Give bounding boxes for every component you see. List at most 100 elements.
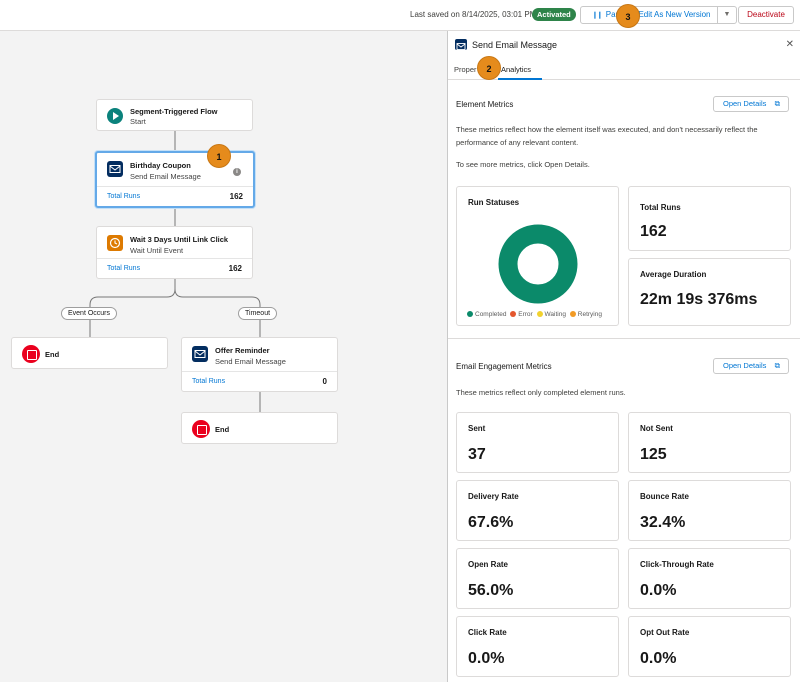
end-node-left[interactable]: End xyxy=(11,337,168,369)
card-title: Not Sent xyxy=(640,424,673,433)
open-details-button[interactable]: Open Details ⧉ xyxy=(713,358,789,374)
node-footer: Total Runs 0 xyxy=(182,371,337,391)
panel-title: Send Email Message xyxy=(472,40,558,50)
flow-canvas[interactable]: Segment-Triggered Flow Start Birthday Co… xyxy=(0,31,448,682)
end-label: End xyxy=(45,350,60,359)
metric-card-sent: Sent 37 xyxy=(456,412,619,473)
external-link-icon: ⧉ xyxy=(774,99,780,108)
chevron-down-icon: ▼ xyxy=(723,11,731,18)
element-metrics-title: Element Metrics xyxy=(456,100,514,109)
node-title: Birthday Coupon xyxy=(130,161,191,170)
birthday-coupon-node[interactable]: Birthday Coupon Send Email Message i Tot… xyxy=(95,151,255,208)
branch-timeout[interactable]: Timeout xyxy=(238,307,278,320)
edit-as-new-version-button[interactable]: Edit As New Version xyxy=(631,6,718,24)
metric-card-click-through-rate: Click-Through Rate 0.0% xyxy=(628,548,791,609)
element-metrics-description: These metrics reflect how the element it… xyxy=(456,125,758,147)
tab-analytics[interactable]: Analytics xyxy=(501,65,532,74)
panel-header: Send Email Message ✕ xyxy=(448,31,800,58)
node-footer: Total Runs 162 xyxy=(97,258,252,278)
card-value: 22m 19s 376ms xyxy=(640,291,758,308)
pause-icon: ❙❙ xyxy=(592,12,603,19)
retrying-dot xyxy=(569,311,576,317)
wait-until-event-node[interactable]: Wait 3 Days Until Link Click Wait Until … xyxy=(96,226,253,279)
total-runs-value: 162 xyxy=(229,192,243,201)
error-dot xyxy=(510,311,517,317)
card-title: Total Runs xyxy=(640,203,681,212)
card-title: Opt Out Rate xyxy=(640,628,690,637)
legend-waiting: Waiting xyxy=(544,311,566,318)
total-runs-label: Total Runs xyxy=(107,265,141,272)
deactivate-button[interactable]: Deactivate xyxy=(738,6,794,24)
branch-event-occurs[interactable]: Event Occurs xyxy=(61,307,118,320)
node-subtitle: Wait Until Event xyxy=(130,246,184,255)
waiting-dot xyxy=(536,311,543,317)
node-subtitle: Start xyxy=(130,117,146,126)
legend-error: Error xyxy=(518,311,533,318)
run-status-donut xyxy=(498,224,578,304)
last-saved-text: Last saved on 8/14/2025, 03:01 PM xyxy=(410,10,537,19)
metric-card-opt-out-rate: Opt Out Rate 0.0% xyxy=(628,616,791,677)
node-title: Wait 3 Days Until Link Click xyxy=(130,235,229,244)
clock-icon xyxy=(107,235,123,251)
metric-card-delivery-rate: Delivery Rate 67.6% xyxy=(456,480,619,541)
card-value: 37 xyxy=(468,446,486,463)
completed-segment xyxy=(498,224,578,304)
card-value: 67.6% xyxy=(468,514,514,531)
run-statuses-card: Run Statuses Completed Error Waiting Ret… xyxy=(456,186,619,326)
play-icon xyxy=(107,108,123,124)
flow-connectors xyxy=(89,131,261,412)
legend-retrying: Retrying xyxy=(577,311,602,318)
callout-marker-3: 3 xyxy=(616,4,640,28)
legend-completed: Completed xyxy=(475,311,507,318)
stop-icon xyxy=(192,420,210,438)
section-divider xyxy=(448,338,800,339)
end-node-bottom[interactable]: End xyxy=(181,412,338,444)
node-subtitle: Send Email Message xyxy=(215,357,286,366)
metric-card-open-rate: Open Rate 56.0% xyxy=(456,548,619,609)
email-icon xyxy=(107,161,123,177)
open-details-label: Open Details xyxy=(723,361,767,370)
engagement-description: These metrics reflect only completed ele… xyxy=(456,388,626,397)
panel-tabs: Proper Analytics xyxy=(448,58,800,80)
pause-label: Pau xyxy=(605,10,620,19)
open-details-button[interactable]: Open Details ⧉ xyxy=(713,96,789,112)
node-title: Segment-Triggered Flow xyxy=(130,107,218,116)
card-value: 56.0% xyxy=(468,582,514,599)
card-value: 0.0% xyxy=(640,582,677,599)
metric-card-bounce-rate: Bounce Rate 32.4% xyxy=(628,480,791,541)
card-title: Bounce Rate xyxy=(640,492,689,501)
card-title: Run Statuses xyxy=(468,198,520,207)
engagement-metrics-title: Email Engagement Metrics xyxy=(456,362,552,371)
card-title: Average Duration xyxy=(640,270,707,279)
tab-properties[interactable]: Proper xyxy=(454,65,477,74)
more-actions-dropdown[interactable]: ▼ xyxy=(717,6,737,24)
email-icon xyxy=(455,39,467,50)
callout-marker-2: 2 xyxy=(477,56,501,80)
active-tab-indicator xyxy=(498,78,542,80)
email-icon xyxy=(192,346,208,362)
end-label: End xyxy=(215,425,230,434)
average-duration-card: Average Duration 22m 19s 376ms xyxy=(628,258,791,326)
card-title: Open Rate xyxy=(468,560,509,569)
total-runs-value: 0 xyxy=(322,377,327,386)
node-subtitle: Send Email Message xyxy=(130,172,201,181)
card-title: Sent xyxy=(468,424,486,433)
card-title: Click-Through Rate xyxy=(640,560,714,569)
status-badge: Activated xyxy=(532,8,576,21)
header-bar: Last saved on 8/14/2025, 03:01 PM Activa… xyxy=(0,0,800,31)
open-details-hint: To see more metrics, click Open Details. xyxy=(456,160,590,169)
close-icon[interactable]: ✕ xyxy=(785,39,794,50)
card-value: 0.0% xyxy=(468,650,505,667)
open-details-label: Open Details xyxy=(723,99,767,108)
metric-card-not-sent: Not Sent 125 xyxy=(628,412,791,473)
total-runs-card: Total Runs 162 xyxy=(628,186,791,251)
callout-marker-1: 1 xyxy=(207,144,231,168)
stop-icon xyxy=(22,345,40,363)
start-node[interactable]: Segment-Triggered Flow Start xyxy=(96,99,253,131)
total-runs-value: 162 xyxy=(228,264,242,273)
total-runs-label: Total Runs xyxy=(192,378,226,385)
external-link-icon: ⧉ xyxy=(774,361,780,370)
offer-reminder-node[interactable]: Offer Reminder Send Email Message Total … xyxy=(181,337,338,392)
info-icon[interactable]: i xyxy=(233,168,241,176)
total-runs-label: Total Runs xyxy=(107,193,141,200)
